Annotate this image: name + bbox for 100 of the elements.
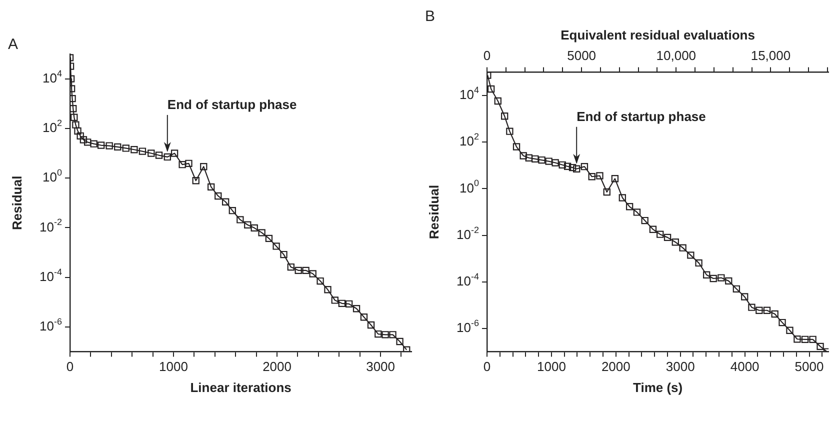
- point: [250, 224, 258, 232]
- x-tick-label: 1000: [159, 359, 188, 374]
- point: [294, 266, 302, 274]
- point: [222, 198, 230, 206]
- point: [649, 226, 657, 233]
- point: [76, 132, 84, 140]
- point: [302, 266, 310, 274]
- point: [114, 143, 122, 151]
- point: [192, 177, 200, 184]
- point: [801, 336, 809, 344]
- point: [214, 192, 222, 200]
- point: [532, 155, 539, 162]
- point: [506, 128, 514, 135]
- point: [396, 338, 404, 346]
- point: [70, 105, 77, 112]
- point: [703, 271, 710, 278]
- point: [641, 216, 648, 224]
- point: [90, 140, 98, 148]
- point: [316, 277, 324, 285]
- point: [389, 331, 396, 338]
- x-axis-title: Time (s): [632, 380, 683, 395]
- point: [816, 342, 824, 350]
- point: [618, 194, 626, 202]
- point: [382, 331, 389, 338]
- point: [272, 242, 280, 250]
- point: [360, 314, 368, 321]
- point: [679, 244, 686, 252]
- point: [580, 162, 588, 170]
- point: [695, 259, 702, 267]
- point: [756, 306, 763, 314]
- point: [778, 318, 786, 326]
- x-tick-label: 1000: [536, 359, 566, 374]
- point: [732, 285, 740, 293]
- point: [309, 270, 316, 278]
- point: [236, 216, 244, 224]
- point: [494, 97, 502, 105]
- point: [633, 208, 641, 216]
- point: [672, 238, 679, 246]
- point: [352, 305, 360, 312]
- point: [70, 114, 78, 121]
- point: [520, 152, 527, 160]
- x2-tick-label: 15,000: [750, 48, 791, 63]
- x-tick-label: 0: [483, 359, 491, 374]
- point: [258, 229, 266, 236]
- point: [200, 163, 208, 170]
- chart-title: A: [8, 36, 18, 54]
- point: [718, 274, 725, 282]
- point: [70, 94, 76, 102]
- point: [603, 188, 610, 196]
- point: [664, 234, 672, 242]
- point: [538, 156, 546, 164]
- point: [338, 300, 346, 308]
- point: [588, 173, 596, 180]
- point: [626, 203, 634, 210]
- point: [287, 263, 294, 271]
- point: [568, 164, 576, 172]
- point: [552, 159, 559, 166]
- point: [138, 148, 146, 155]
- point: [84, 138, 92, 146]
- point: [501, 112, 508, 120]
- point: [771, 310, 778, 318]
- point: [558, 161, 566, 168]
- x2-tick-label: 10,000: [656, 48, 696, 63]
- point: [596, 172, 604, 180]
- point: [611, 175, 619, 182]
- x-tick-label: 4000: [730, 359, 760, 374]
- point: [170, 150, 178, 157]
- point: [324, 286, 332, 294]
- x2-axis-title: Equivalent residual evaluations: [560, 27, 755, 42]
- point: [106, 142, 113, 150]
- point: [512, 143, 520, 150]
- point: [331, 296, 338, 304]
- point: [148, 150, 155, 157]
- point: [403, 346, 410, 352]
- point: [573, 165, 580, 172]
- point: [763, 306, 771, 314]
- point: [741, 293, 748, 300]
- point: [80, 136, 88, 144]
- point: [725, 277, 732, 285]
- point: [656, 230, 664, 238]
- point: [228, 207, 236, 214]
- y-axis-title: Residual: [9, 176, 24, 230]
- x-tick-label: 0: [66, 359, 74, 374]
- point: [122, 144, 130, 152]
- point: [786, 326, 794, 334]
- point: [208, 183, 215, 191]
- annotation: End of startup phase: [167, 97, 297, 112]
- point: [280, 250, 288, 258]
- point: [374, 330, 382, 338]
- point: [72, 121, 80, 128]
- annotation: End of startup phase: [576, 108, 706, 124]
- point: [794, 336, 801, 343]
- point: [178, 160, 186, 168]
- point: [710, 274, 717, 282]
- point: [164, 153, 171, 161]
- point: [74, 127, 82, 135]
- x-tick-label: 3000: [666, 359, 695, 374]
- x-tick-label: 5000: [794, 359, 824, 374]
- point: [809, 336, 816, 344]
- x-axis-title: Linear iterations: [190, 380, 292, 395]
